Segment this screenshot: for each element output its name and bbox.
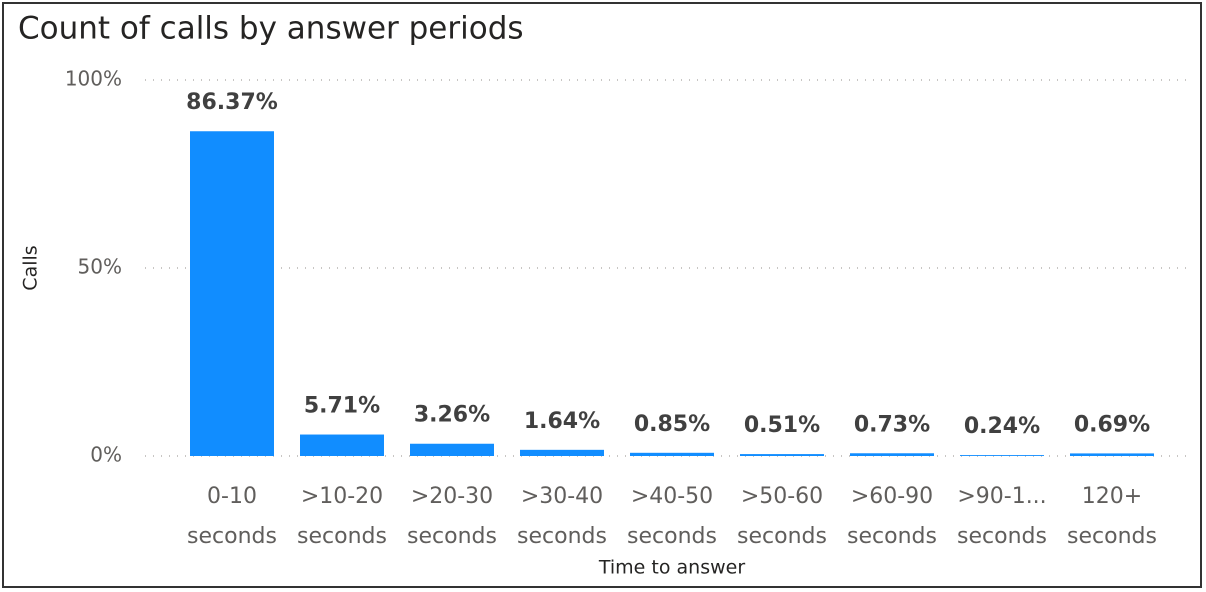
bar <box>410 443 494 456</box>
data-label: 0.24% <box>964 414 1040 439</box>
bar <box>300 434 384 456</box>
bar <box>850 453 934 456</box>
y-tick-label: 0% <box>90 443 122 467</box>
data-label: 0.85% <box>634 412 710 437</box>
x-tick-label: >40-50 seconds <box>627 484 717 549</box>
bar <box>630 452 714 456</box>
bar <box>190 131 274 457</box>
y-axis-label: Calls <box>20 245 42 290</box>
bar <box>960 455 1044 456</box>
x-tick-label: 0-10 seconds <box>187 484 277 549</box>
data-label: 0.51% <box>744 413 820 438</box>
data-label: 3.26% <box>414 403 490 428</box>
data-label: 86.37% <box>186 90 278 115</box>
x-tick-label: >50-60 seconds <box>737 484 827 549</box>
x-tick-label: >30-40 seconds <box>517 484 607 549</box>
y-tick-label: 100% <box>65 67 122 91</box>
bar <box>520 449 604 456</box>
y-tick-label: 50% <box>78 255 122 279</box>
x-tick-label: >10-20 seconds <box>297 484 387 549</box>
x-tick-label: >20-30 seconds <box>407 484 497 549</box>
data-label: 1.64% <box>524 409 600 434</box>
x-tick-label: >60-90 seconds <box>847 484 937 549</box>
data-label: 5.71% <box>304 394 380 419</box>
chart-title: Count of calls by answer periods <box>18 11 524 47</box>
bar <box>740 454 824 456</box>
data-label: 0.73% <box>854 412 930 437</box>
bar <box>1070 453 1154 456</box>
data-label: 0.69% <box>1074 412 1150 437</box>
x-tick-label: 120+ seconds <box>1067 484 1157 549</box>
x-axis-label: Time to answer <box>598 557 745 579</box>
x-tick-label: >90-1... seconds <box>957 484 1047 549</box>
